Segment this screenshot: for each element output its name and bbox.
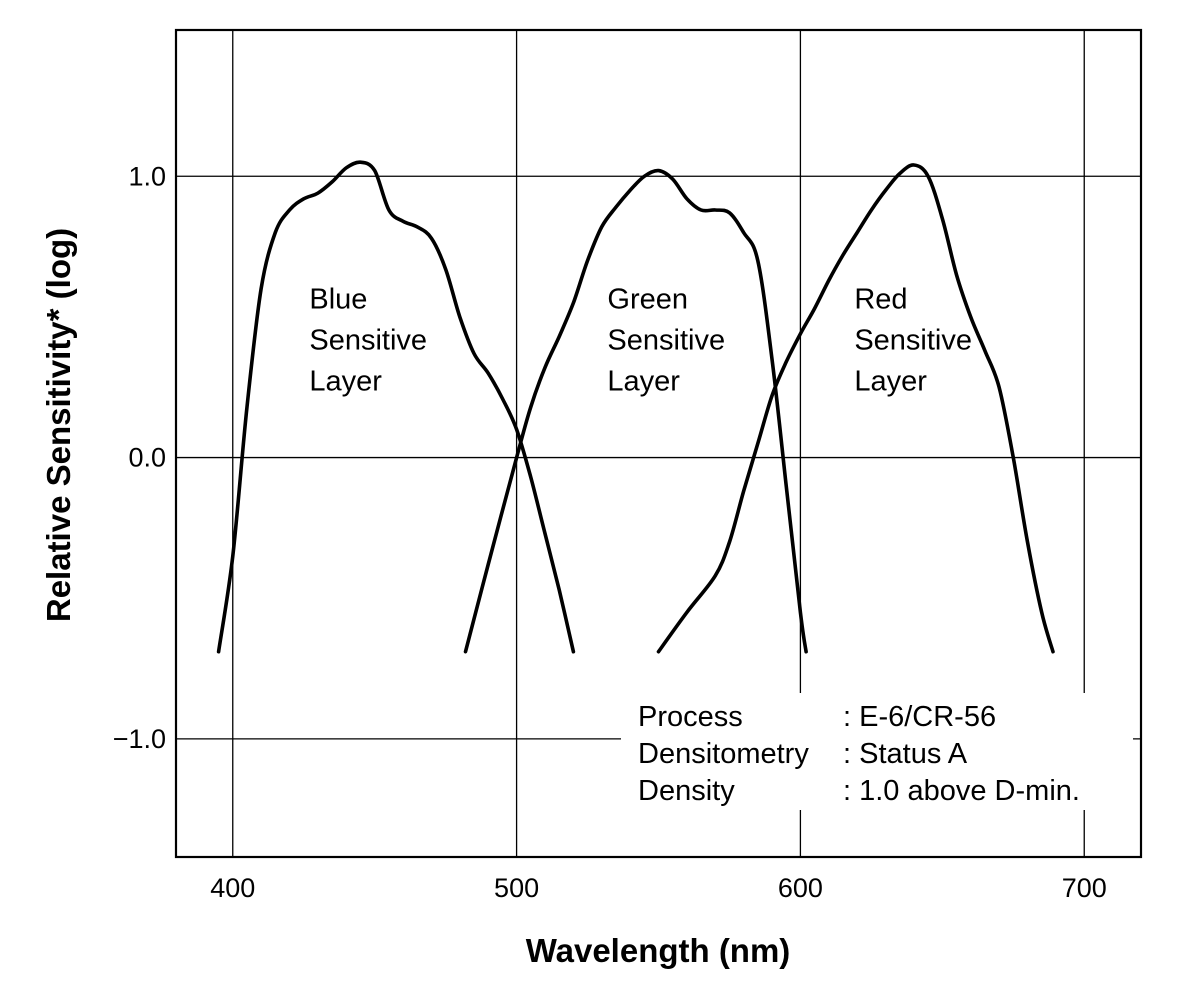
red-layer-label: Red Sensitive Layer: [854, 283, 972, 397]
curve-labels: Blue Sensitive Layer Green Sensitive Layer Red…: [309, 283, 972, 397]
curves: [216, 160, 1055, 654]
y-tick-label: −1.0: [113, 724, 166, 754]
green-sensitivity-curve: [463, 168, 808, 654]
plot-frame: [174, 28, 1143, 859]
blue-layer-label: Blue Sensitive Layer: [309, 283, 427, 397]
x-tick-label: 700: [1062, 873, 1107, 903]
x-tick-label: 600: [778, 873, 823, 903]
y-tick-label: 1.0: [128, 161, 166, 191]
red-sensitivity-curve: [656, 163, 1055, 654]
y-tick-label: 0.0: [128, 443, 166, 473]
process-info-box: Process : E-6/CR-56 Densitometry : Status A…: [621, 693, 1133, 810]
info-key: Process: [638, 701, 743, 733]
tick-labels: 400 500 600 700 1.0 0.0 −1.0: [113, 161, 1107, 903]
blue-sensitivity-curve: [216, 160, 576, 654]
y-axis-title: Relative Sensitivity* (log): [40, 228, 77, 622]
green-layer-label: Green Sensitive Layer: [607, 283, 725, 397]
x-tick-label: 400: [210, 873, 255, 903]
info-value: : Status A: [843, 738, 968, 770]
info-value: : 1.0 above D-min.: [843, 775, 1080, 807]
x-tick-label: 500: [494, 873, 539, 903]
x-axis-title: Wavelength (nm): [526, 932, 791, 969]
info-key: Density: [638, 775, 735, 807]
info-box-background: [621, 693, 1133, 810]
info-key: Densitometry: [638, 738, 809, 770]
info-value: : E-6/CR-56: [843, 701, 996, 733]
